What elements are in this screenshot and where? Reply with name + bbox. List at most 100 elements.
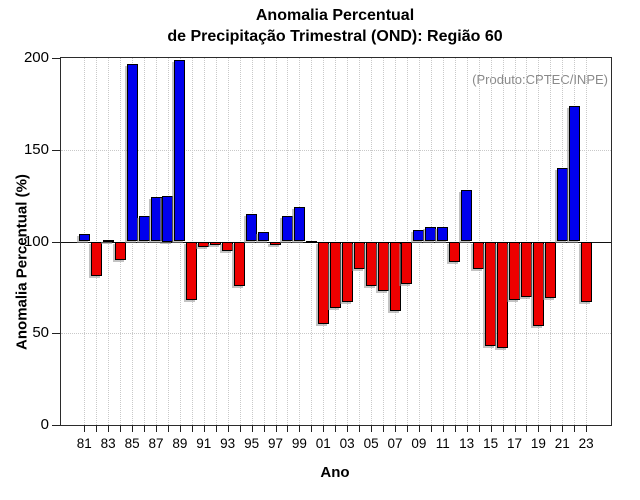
bar-06 [377,241,389,292]
x-tick [96,425,98,432]
x-tick [239,425,241,432]
bar-89 [174,59,186,242]
bar-19 [532,241,544,326]
bar-05 [365,241,377,286]
bar-98 [281,215,293,242]
bar-83 [102,239,114,242]
x-tick [179,425,181,432]
x-tick [108,425,110,432]
bar-04 [353,241,365,270]
plot-area: (Produto:CPTEC/INPE) 0 50 100 150 200 81 83 85 8… [24,49,612,451]
bar-11 [437,226,449,242]
x-tick [311,425,313,432]
bar-86 [138,215,150,242]
bar-00 [305,240,317,243]
product-credit-label: (Produto:CPTEC/INPE) [472,72,608,87]
bar-93 [222,241,234,251]
y-tick-label: 200 [23,49,49,66]
x-tick [203,425,205,432]
bar-07 [389,241,401,312]
x-tick [418,425,420,432]
x-tick [275,425,277,432]
x-tick [191,425,193,432]
bar-99 [293,206,305,242]
x-tick [395,425,396,432]
x-axis-label: Ano [320,464,350,481]
x-tick [132,425,134,432]
x-tick [502,425,504,432]
x-tick [287,425,289,432]
chart-title-line2: de Precipitação Trimestral (OND): Região… [167,28,503,45]
x-tick-label: 97 [267,436,284,451]
x-tick [299,425,301,432]
bar-82 [90,241,102,277]
x-tick [144,425,146,432]
bar-09 [413,230,425,242]
bar-02 [329,241,341,308]
bar-97 [270,241,281,246]
x-tick-label: 07 [387,436,403,451]
x-tick [156,425,157,432]
bar-23 [580,241,592,303]
bar-92 [210,241,222,246]
x-tick [359,425,361,432]
bar-20 [544,241,556,299]
x-tick [538,425,540,432]
x-tick [371,425,373,432]
x-tick [84,425,86,432]
bar-15 [485,241,497,347]
y-tick [52,58,60,59]
bar-85 [126,63,138,242]
x-tick-label: 23 [578,436,594,451]
x-tick [490,425,492,432]
y-tick [52,149,60,151]
x-tick-label: 83 [100,436,116,451]
x-tick-label: 91 [196,436,212,451]
x-tick-label: 95 [244,436,260,451]
x-tick [454,425,456,432]
x-tick [526,425,528,432]
bar-03 [341,241,353,303]
x-tick-label: 09 [411,436,427,451]
x-tick [383,425,385,432]
bar-96 [258,232,270,242]
x-tick [478,425,480,432]
x-tick-label: 21 [554,436,570,451]
y-tick [52,241,60,243]
y-tick [52,333,60,335]
bar-10 [425,226,437,242]
x-tick-label: 03 [339,436,355,451]
x-tick [167,425,169,432]
bar-13 [461,190,473,242]
x-tick-label: 87 [148,436,164,451]
x-tick-label: 85 [124,436,140,451]
x-tick [442,425,444,432]
x-tick [466,425,468,432]
y-tick-label: 50 [32,324,49,342]
x-tick-label: 01 [315,436,331,451]
bar-12 [449,241,461,262]
x-tick [586,425,588,432]
x-tick [514,425,516,432]
x-tick [227,425,229,432]
x-tick [406,425,408,432]
x-tick-label: 13 [459,436,475,451]
x-tick-label: 93 [220,436,236,451]
bar-22 [568,105,580,242]
x-tick-label: 15 [483,436,499,451]
x-tick [550,425,552,432]
bar-88 [162,195,174,242]
x-tick-label: 89 [172,436,188,451]
y-tick-label: 100 [23,232,49,250]
value-gridline [61,333,611,335]
bar-08 [401,241,413,284]
x-tick [562,425,564,432]
bar-91 [198,241,210,247]
x-tick [215,425,217,432]
x-tick [251,425,253,432]
x-tick-label: 11 [435,436,450,451]
bar-16 [497,241,509,348]
y-tick-label: 0 [40,416,49,433]
x-tick-label: 19 [530,436,546,451]
